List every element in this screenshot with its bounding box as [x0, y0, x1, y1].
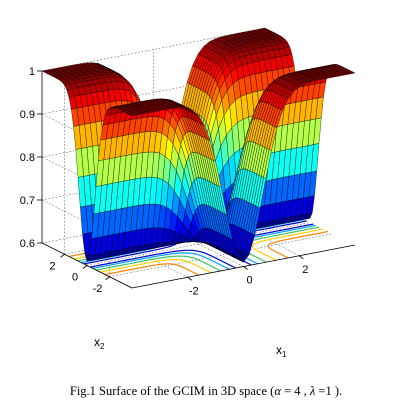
x1-tick: [187, 276, 192, 281]
axes: [37, 70, 356, 289]
figure-caption: Fig.1 Surface of the GCIM in 3D space (α…: [0, 384, 412, 399]
x2-tick-label: 0: [72, 272, 78, 284]
caption-prefix: Fig.1 Surface of the GCIM in 3D space (: [69, 384, 275, 398]
x2-axis-label: x2: [94, 335, 105, 351]
z-tick-label: 0.8: [20, 152, 35, 164]
x1-tick: [243, 266, 248, 270]
x2-tick: [105, 276, 110, 281]
tick-labels: 0.6 0.7 0.8 0.9 1 -2 0 2 -2 0 2: [20, 66, 309, 297]
lambda-symbol: λ: [309, 384, 316, 398]
x2-tick-label: 2: [49, 260, 55, 272]
z-tick-label: 0.9: [20, 109, 35, 121]
x1-tick: [299, 255, 304, 260]
surface-plot: 0.6 0.7 0.8 0.9 1 -2 0 2 -2 0 2 x1 x2: [20, 27, 356, 359]
surface-facet: [129, 113, 139, 117]
z-tick-label: 0.7: [20, 195, 35, 207]
floor-grid-x: [153, 221, 244, 267]
floor-grid-y: [109, 233, 333, 277]
x2-tick: [60, 253, 65, 258]
lambda-value: =1 ).: [315, 384, 343, 398]
floor-grid-y: [86, 222, 311, 266]
z-tick-label: 1: [29, 66, 35, 78]
surface-mesh: [41, 27, 356, 263]
x1-tick-label: -2: [189, 285, 199, 297]
x1-axis-label: x1: [276, 343, 287, 359]
x2-tick: [82, 265, 88, 269]
x2-tick-label: -2: [93, 283, 103, 295]
alpha-symbol: α: [274, 384, 281, 398]
alpha-value: = 4 ,: [280, 384, 310, 398]
x1-tick-label: 2: [302, 264, 308, 276]
x1-tick-label: 0: [246, 275, 252, 287]
z-tick-label: 0.6: [20, 238, 35, 250]
